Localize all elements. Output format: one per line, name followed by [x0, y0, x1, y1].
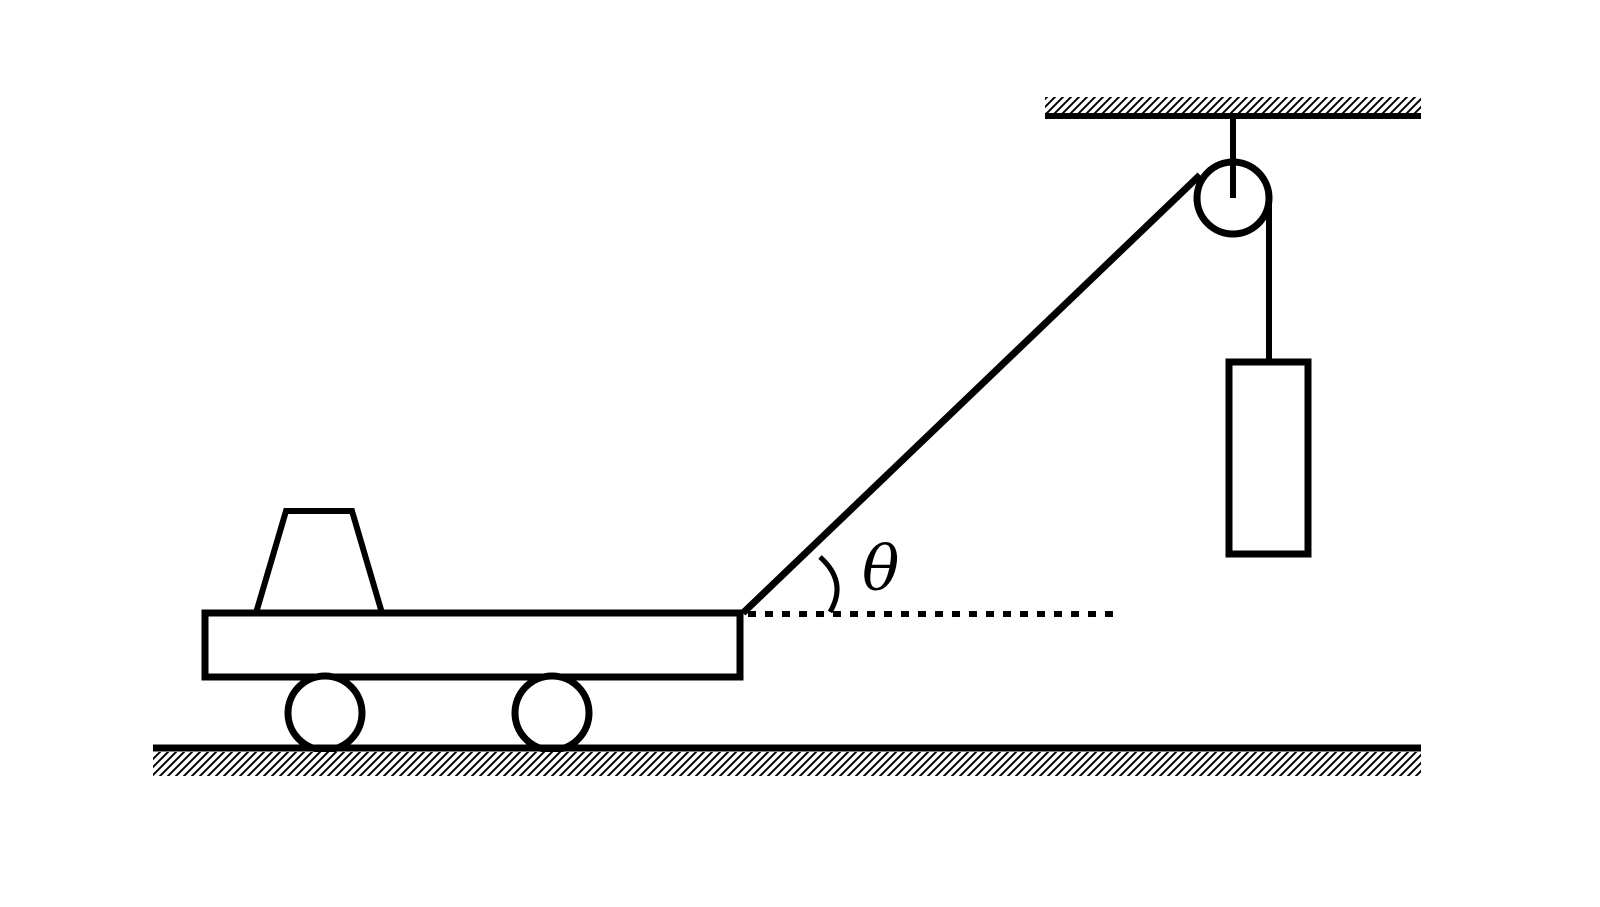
ceiling [1045, 97, 1421, 119]
cart-load [251, 508, 387, 616]
ground [153, 744, 1421, 776]
ground-hatch [153, 752, 1421, 776]
cart-body [201, 609, 744, 681]
hanging-block [1225, 358, 1312, 558]
angle-label: θ [862, 532, 899, 605]
inclined-rope [740, 172, 1203, 616]
cart [201, 508, 744, 754]
ceiling-hatch [1045, 97, 1421, 113]
cart-wheel-left [284, 672, 366, 754]
angle-arc [818, 555, 840, 614]
pulley [1193, 116, 1273, 238]
cart-wheel-right [511, 672, 593, 754]
